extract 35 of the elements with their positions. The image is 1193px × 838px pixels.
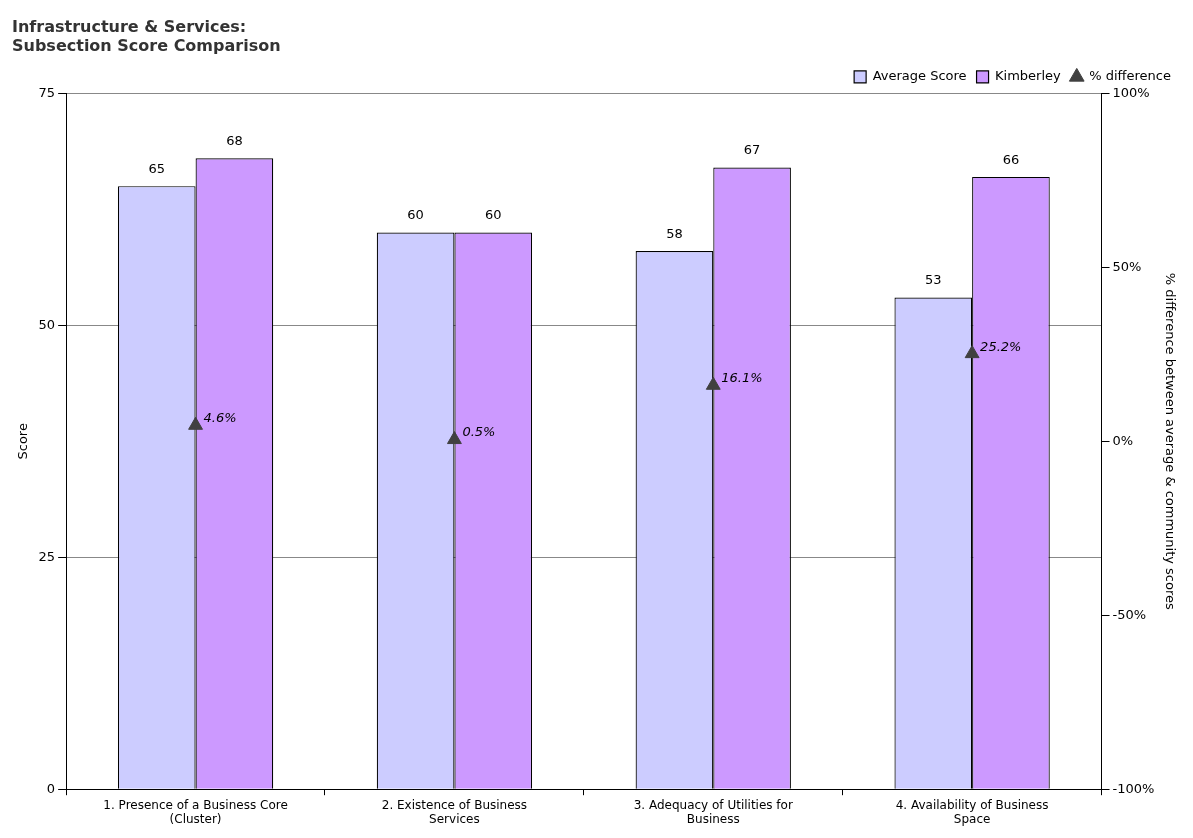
point [705,376,721,390]
legend-label: % difference [1089,68,1171,84]
y-tick-label: 50 [38,316,56,332]
x-tick-label: 3. Adequacy of Utilities for Business [633,797,793,826]
point [964,345,980,359]
x-tick-label: 1. Presence of a Business Core (Cluster) [103,797,288,826]
data-label: 65 [148,161,166,177]
y2-tick-label: -50% [1112,606,1147,622]
y2-tick-label: 0% [1112,432,1134,448]
x-tick-label: 2. Existence of Business Services [381,797,528,826]
legend-label: Average Score [872,68,967,84]
legend-label: Kimberley [995,68,1062,84]
y-tick-label: 0 [46,780,56,796]
y-tick-label: 25 [38,548,56,564]
data-label: 4.6% [203,410,237,426]
y-axis-title: Score [15,423,31,460]
data-label: 16.1% [721,370,763,386]
data-label: 66 [1002,151,1020,167]
data-label: 0.5% [462,424,496,440]
data-label: 53 [925,272,942,288]
data-label: 58 [666,225,683,241]
y2-axis-title: % difference between average & community scores [1162,272,1178,611]
data-label: 60 [484,207,502,223]
x-tick-label: 4. Availability of Business Space [895,797,1049,826]
y2-tick-label: -100% [1112,780,1155,796]
y2-tick-label: 100% [1112,84,1150,100]
data-label: 25.2% [980,338,1022,354]
point [446,431,462,445]
y2-tick-label: 50% [1112,258,1142,274]
point [188,416,203,430]
chart-title: Infrastructure & Services: Subsection Score Comparison [12,16,281,55]
data-label: 60 [407,207,424,223]
data-label: 68 [226,133,243,149]
y-tick-label: 75 [38,84,56,100]
data-label: 67 [743,142,761,158]
